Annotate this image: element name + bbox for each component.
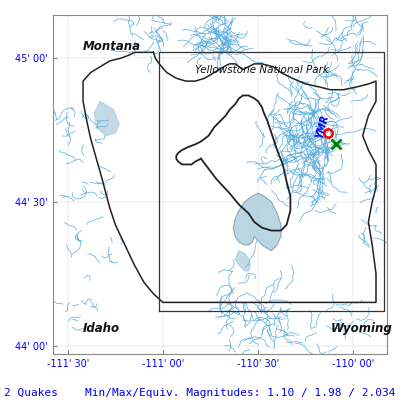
- Polygon shape: [176, 96, 290, 230]
- Text: Wyoming: Wyoming: [330, 322, 391, 335]
- Text: YMR: YMR: [315, 113, 330, 139]
- Polygon shape: [233, 193, 280, 251]
- Polygon shape: [235, 251, 250, 271]
- Text: Idaho: Idaho: [83, 322, 120, 335]
- Polygon shape: [94, 101, 119, 136]
- Text: Montana: Montana: [83, 40, 141, 53]
- Text: 2 Quakes    Min/Max/Equiv. Magnitudes: 1.10 / 1.98 / 2.034: 2 Quakes Min/Max/Equiv. Magnitudes: 1.10…: [4, 388, 395, 398]
- Text: Yellowstone National Park: Yellowstone National Park: [194, 65, 328, 75]
